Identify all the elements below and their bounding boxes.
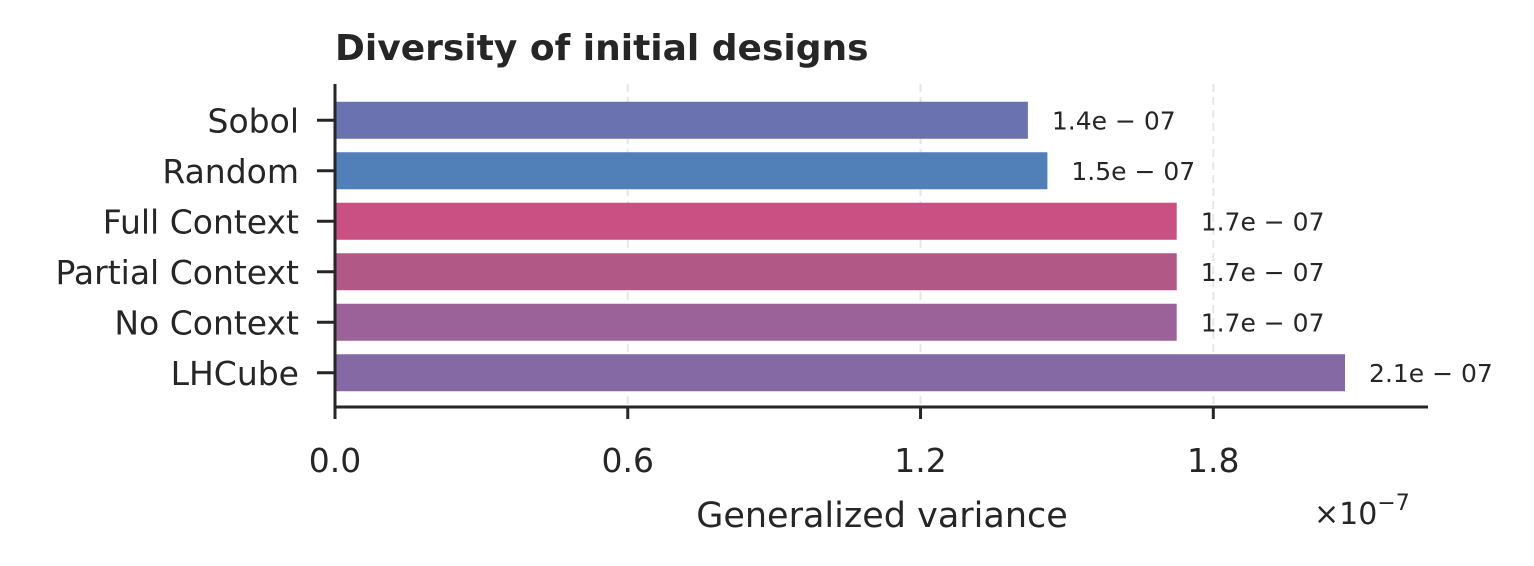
y-tick-labels: Sobol Random Full Context Partial Context No… bbox=[56, 101, 335, 393]
y-tick-label: Sobol bbox=[208, 101, 299, 140]
data-label: 1.7e − 07 bbox=[1201, 258, 1325, 287]
y-tick-label: LHCube bbox=[171, 354, 299, 393]
chart-title: Diversity of initial designs bbox=[335, 28, 869, 69]
data-labels: 1.4e − 071.5e − 071.7e − 071.7e − 071.7e… bbox=[1052, 106, 1493, 388]
bar bbox=[335, 152, 1048, 190]
bars bbox=[335, 101, 1346, 392]
bar bbox=[335, 303, 1177, 341]
x-axis-label: Generalized variance bbox=[696, 496, 1068, 536]
y-tick-label: Partial Context bbox=[56, 253, 300, 292]
y-tick-label: Random bbox=[162, 152, 299, 191]
x-tick-label: 1.2 bbox=[894, 441, 946, 480]
data-label: 1.7e − 07 bbox=[1201, 207, 1325, 236]
x-scale-multiplier: ×10−7 bbox=[1314, 491, 1410, 532]
data-label: 2.1e − 07 bbox=[1369, 359, 1493, 388]
bar bbox=[335, 101, 1028, 139]
x-tick-label: 0.6 bbox=[602, 441, 654, 480]
bar bbox=[335, 253, 1177, 291]
data-label: 1.4e − 07 bbox=[1052, 106, 1176, 135]
y-tick-label: No Context bbox=[114, 303, 299, 342]
x-ticks: 0.0 0.6 1.2 1.8 bbox=[309, 407, 1240, 480]
x-scale-exponent: −7 bbox=[1377, 491, 1409, 516]
x-tick-label: 0.0 bbox=[309, 441, 361, 480]
data-label: 1.7e − 07 bbox=[1201, 308, 1325, 337]
x-scale-factor: ×10 bbox=[1314, 497, 1377, 532]
bar bbox=[335, 354, 1346, 392]
bar bbox=[335, 202, 1177, 240]
data-label: 1.5e − 07 bbox=[1071, 157, 1195, 186]
x-tick-label: 1.8 bbox=[1187, 441, 1239, 480]
y-tick-label: Full Context bbox=[103, 202, 299, 241]
